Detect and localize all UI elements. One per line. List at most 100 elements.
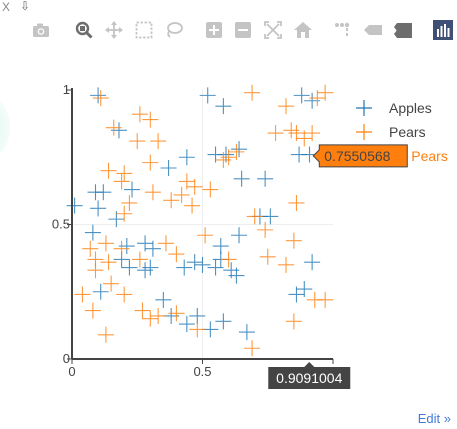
apples-point[interactable]: [92, 283, 109, 300]
home-icon[interactable]: [292, 17, 314, 43]
apples-point[interactable]: [199, 87, 216, 104]
apples-point[interactable]: [66, 197, 83, 214]
apples-point[interactable]: [90, 87, 107, 104]
pears-point[interactable]: [288, 194, 305, 211]
pears-point[interactable]: [121, 194, 138, 211]
apples-point[interactable]: [233, 170, 250, 187]
pears-point[interactable]: [131, 106, 148, 123]
legend-item-apples[interactable]: Apples: [356, 100, 432, 116]
pears-point[interactable]: [142, 310, 159, 327]
pears-point[interactable]: [189, 321, 206, 338]
pears-point[interactable]: [116, 165, 133, 182]
pears-point[interactable]: [157, 235, 174, 252]
pears-point[interactable]: [168, 305, 185, 322]
zoom-in-icon[interactable]: [203, 17, 225, 43]
pears-point[interactable]: [259, 248, 276, 265]
apples-point[interactable]: [215, 313, 232, 330]
hover-closest-icon[interactable]: [362, 17, 384, 43]
pears-point[interactable]: [215, 151, 232, 168]
zoom-icon[interactable]: [73, 17, 95, 43]
pears-point[interactable]: [116, 286, 133, 303]
pears-point[interactable]: [197, 227, 214, 244]
apples-point[interactable]: [231, 227, 248, 244]
spike-lines-icon[interactable]: [331, 17, 353, 43]
apples-point[interactable]: [95, 184, 112, 201]
pears-point[interactable]: [186, 178, 203, 195]
pears-point[interactable]: [100, 254, 117, 271]
pears-point[interactable]: [244, 84, 261, 101]
apples-point[interactable]: [207, 259, 224, 276]
autoscale-icon[interactable]: [262, 17, 284, 43]
pears-point[interactable]: [116, 205, 133, 222]
lasso-select-icon[interactable]: [163, 17, 185, 43]
apples-point[interactable]: [288, 286, 305, 303]
pears-point[interactable]: [150, 133, 167, 150]
pears-point[interactable]: [202, 181, 219, 198]
apples-point[interactable]: [84, 224, 101, 241]
pears-point[interactable]: [87, 262, 104, 279]
pears-point[interactable]: [84, 302, 101, 319]
apples-point[interactable]: [231, 141, 248, 158]
pears-point[interactable]: [317, 291, 334, 308]
pears-point[interactable]: [113, 240, 130, 257]
pears-point[interactable]: [304, 125, 321, 142]
apples-point[interactable]: [176, 259, 193, 276]
pears-point[interactable]: [131, 251, 148, 268]
apples-point[interactable]: [90, 200, 107, 217]
apples-point[interactable]: [124, 181, 141, 198]
close-icon[interactable]: X: [2, 0, 11, 14]
pears-point[interactable]: [220, 251, 237, 268]
pears-point[interactable]: [142, 111, 159, 128]
pears-point[interactable]: [100, 162, 117, 179]
zoom-out-icon[interactable]: [232, 17, 254, 43]
apples-point[interactable]: [160, 160, 177, 177]
pears-point[interactable]: [150, 307, 167, 324]
pears-point[interactable]: [134, 302, 151, 319]
apples-point[interactable]: [212, 238, 229, 255]
apples-point[interactable]: [189, 307, 206, 324]
pears-point[interactable]: [144, 184, 161, 201]
hover-compare-icon[interactable]: [392, 17, 414, 43]
pears-point[interactable]: [257, 221, 274, 238]
pears-point[interactable]: [246, 208, 263, 225]
apples-point[interactable]: [257, 170, 274, 187]
apples-point[interactable]: [186, 254, 203, 271]
camera-icon[interactable]: [30, 17, 52, 43]
pears-point[interactable]: [285, 313, 302, 330]
pears-point[interactable]: [113, 173, 130, 190]
pears-point[interactable]: [317, 84, 334, 101]
apples-point[interactable]: [293, 87, 310, 104]
plotly-logo-icon[interactable]: [432, 17, 454, 43]
apples-point[interactable]: [178, 316, 195, 333]
pears-point[interactable]: [278, 98, 295, 115]
apples-point[interactable]: [262, 208, 279, 225]
pears-point[interactable]: [82, 240, 99, 257]
pears-point[interactable]: [129, 133, 146, 150]
pears-point[interactable]: [103, 275, 120, 292]
pan-icon[interactable]: [103, 17, 125, 43]
edit-link[interactable]: Edit »: [417, 411, 451, 426]
apples-point[interactable]: [228, 267, 245, 284]
apples-point[interactable]: [155, 291, 172, 308]
apples-point[interactable]: [215, 98, 232, 115]
pears-point[interactable]: [163, 192, 180, 209]
download-arrow-icon[interactable]: ⇩: [20, 0, 31, 13]
pears-point[interactable]: [244, 340, 261, 357]
legend-item-pears[interactable]: Pears: [356, 124, 426, 140]
pears-point[interactable]: [278, 256, 295, 273]
pears-point[interactable]: [173, 186, 190, 203]
apples-point[interactable]: [142, 259, 159, 276]
pears-point[interactable]: [142, 154, 159, 171]
apples-point[interactable]: [178, 149, 195, 166]
pears-point[interactable]: [285, 232, 302, 249]
pears-point[interactable]: [92, 90, 109, 107]
pears-point[interactable]: [267, 125, 284, 142]
apples-point[interactable]: [304, 254, 321, 271]
pears-point[interactable]: [184, 197, 201, 214]
pears-point[interactable]: [97, 326, 114, 343]
pears-point[interactable]: [74, 286, 91, 303]
box-select-icon[interactable]: [133, 17, 155, 43]
pears-point[interactable]: [228, 143, 245, 160]
apples-point[interactable]: [144, 240, 161, 257]
apples-point[interactable]: [194, 256, 211, 273]
